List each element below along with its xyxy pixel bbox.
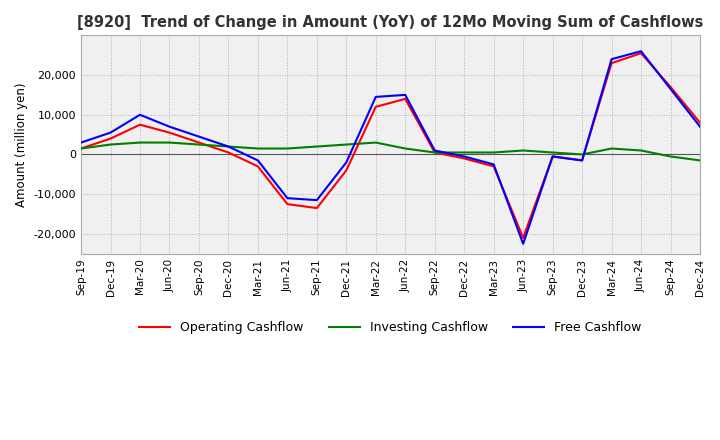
Investing Cashflow xyxy=(135,140,144,145)
Investing Cashflow xyxy=(165,140,174,145)
Free Cashflow xyxy=(460,154,469,159)
Operating Cashflow xyxy=(549,154,557,159)
Free Cashflow xyxy=(77,140,86,145)
Operating Cashflow xyxy=(372,104,380,110)
Free Cashflow xyxy=(253,158,262,163)
Free Cashflow xyxy=(165,124,174,129)
Line: Operating Cashflow: Operating Cashflow xyxy=(81,53,700,238)
Line: Investing Cashflow: Investing Cashflow xyxy=(81,143,700,161)
Investing Cashflow xyxy=(106,142,114,147)
Investing Cashflow xyxy=(607,146,616,151)
Free Cashflow xyxy=(490,162,498,167)
Investing Cashflow xyxy=(460,150,469,155)
Investing Cashflow xyxy=(312,144,321,149)
Investing Cashflow xyxy=(372,140,380,145)
Operating Cashflow xyxy=(312,205,321,211)
Free Cashflow xyxy=(106,130,114,135)
Operating Cashflow xyxy=(696,120,704,125)
Investing Cashflow xyxy=(696,158,704,163)
Line: Free Cashflow: Free Cashflow xyxy=(81,51,700,244)
Free Cashflow xyxy=(224,144,233,149)
Free Cashflow xyxy=(577,158,586,163)
Investing Cashflow xyxy=(431,150,439,155)
Operating Cashflow xyxy=(431,150,439,155)
Operating Cashflow xyxy=(607,60,616,66)
Operating Cashflow xyxy=(490,164,498,169)
Operating Cashflow xyxy=(401,96,410,102)
Investing Cashflow xyxy=(283,146,292,151)
Investing Cashflow xyxy=(224,144,233,149)
Investing Cashflow xyxy=(577,152,586,157)
Free Cashflow xyxy=(636,48,645,54)
Investing Cashflow xyxy=(253,146,262,151)
Investing Cashflow xyxy=(549,150,557,155)
Operating Cashflow xyxy=(666,84,675,90)
Legend: Operating Cashflow, Investing Cashflow, Free Cashflow: Operating Cashflow, Investing Cashflow, … xyxy=(134,316,647,339)
Investing Cashflow xyxy=(636,148,645,153)
Free Cashflow xyxy=(372,94,380,99)
Investing Cashflow xyxy=(342,142,351,147)
Operating Cashflow xyxy=(106,136,114,141)
Free Cashflow xyxy=(135,112,144,117)
Title: [8920]  Trend of Change in Amount (YoY) of 12Mo Moving Sum of Cashflows: [8920] Trend of Change in Amount (YoY) o… xyxy=(77,15,703,30)
Operating Cashflow xyxy=(253,164,262,169)
Investing Cashflow xyxy=(666,154,675,159)
Free Cashflow xyxy=(194,134,203,139)
Free Cashflow xyxy=(519,241,528,246)
Free Cashflow xyxy=(283,195,292,201)
Operating Cashflow xyxy=(77,146,86,151)
Free Cashflow xyxy=(696,124,704,129)
Free Cashflow xyxy=(666,86,675,92)
Operating Cashflow xyxy=(224,150,233,155)
Operating Cashflow xyxy=(577,158,586,163)
Free Cashflow xyxy=(401,92,410,98)
Operating Cashflow xyxy=(519,235,528,241)
Operating Cashflow xyxy=(636,51,645,56)
Operating Cashflow xyxy=(460,156,469,161)
Investing Cashflow xyxy=(401,146,410,151)
Operating Cashflow xyxy=(165,130,174,135)
Investing Cashflow xyxy=(490,150,498,155)
Operating Cashflow xyxy=(194,140,203,145)
Investing Cashflow xyxy=(77,146,86,151)
Free Cashflow xyxy=(431,148,439,153)
Operating Cashflow xyxy=(283,202,292,207)
Operating Cashflow xyxy=(135,122,144,127)
Investing Cashflow xyxy=(519,148,528,153)
Free Cashflow xyxy=(342,160,351,165)
Investing Cashflow xyxy=(194,142,203,147)
Free Cashflow xyxy=(549,154,557,159)
Operating Cashflow xyxy=(342,168,351,173)
Y-axis label: Amount (million yen): Amount (million yen) xyxy=(15,82,28,207)
Free Cashflow xyxy=(607,56,616,62)
Free Cashflow xyxy=(312,198,321,203)
